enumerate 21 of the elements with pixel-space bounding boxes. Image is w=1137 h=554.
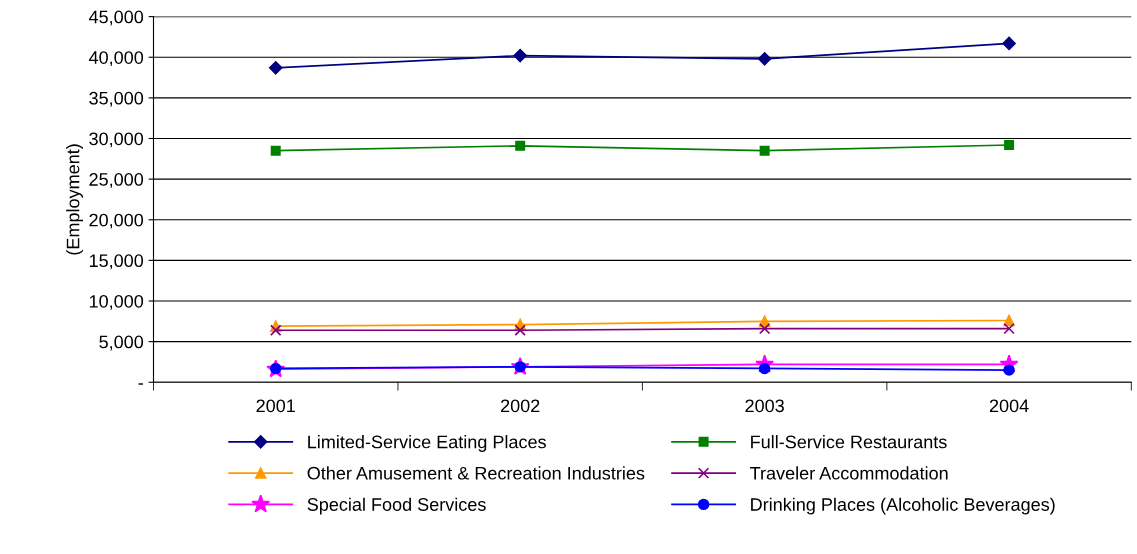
- y-tick-label: 45,000: [88, 10, 144, 26]
- y-tick-label: 25,000: [89, 173, 144, 188]
- x-tick-label: 2002: [501, 399, 540, 413]
- y-tick-label: -: [138, 383, 143, 385]
- legend-label: Full-Service Restaurants: [751, 435, 947, 449]
- y-tick-label: 20,000: [89, 213, 144, 229]
- y-tick-label: 5,000: [99, 335, 144, 351]
- legend-label: Limited-Service Eating Places: [308, 435, 546, 452]
- x-tick-label: 2003: [745, 399, 784, 413]
- y-tick-label: 15,000: [89, 254, 144, 270]
- legend-label: Other Amusement & Recreation Industries: [307, 466, 645, 480]
- x-tick-label: 2004: [989, 399, 1029, 413]
- x-tick-label: 2001: [256, 399, 295, 413]
- y-tick-label: 35,000: [89, 91, 144, 107]
- y-tick-label: 30,000: [89, 132, 144, 148]
- legend-label: Special Food Services: [307, 497, 486, 515]
- legend-label: Traveler Accommodation: [750, 466, 948, 480]
- legend-label: Drinking Places (Alcoholic Beverages): [751, 497, 1055, 515]
- y-tick-label: 40,000: [88, 51, 144, 67]
- y-tick-label: 10,000: [89, 294, 144, 310]
- y-axis-title: (Employment): [66, 144, 83, 255]
